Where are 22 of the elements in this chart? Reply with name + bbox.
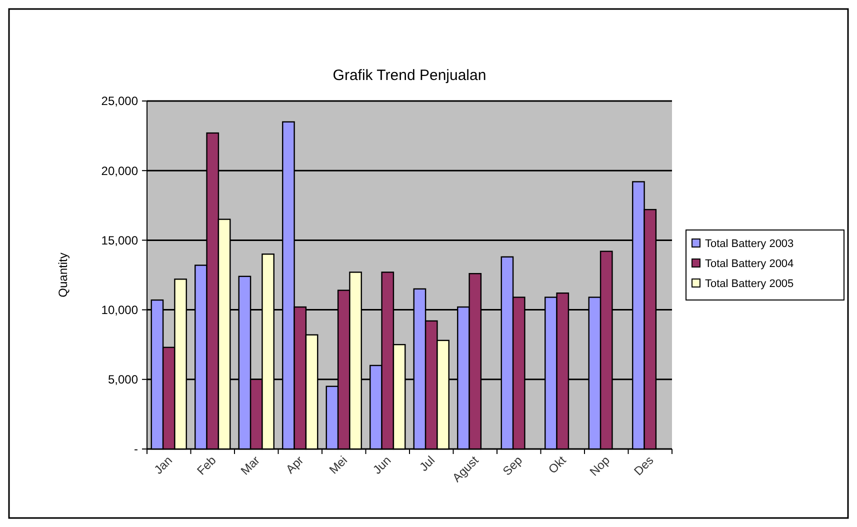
x-tick-label: Feb: [194, 453, 219, 478]
y-tick-label: -: [134, 442, 138, 456]
y-tick-label: 10,000: [101, 303, 138, 317]
x-tick-label: Des: [631, 453, 656, 478]
y-tick-label: 5,000: [108, 372, 138, 387]
x-tick-label: Nop: [587, 452, 613, 479]
y-tick-label: 20,000: [101, 164, 138, 178]
y-tick-label: 25,000: [101, 94, 138, 108]
legend-label: Total Battery 2005: [705, 278, 794, 290]
y-axis-title: Quantity: [56, 252, 70, 298]
x-tick-label: Jun: [370, 453, 394, 477]
x-tick-label: Mar: [238, 453, 262, 478]
x-tick-label: Sep: [500, 452, 526, 478]
legend-label: Total Battery 2003: [705, 238, 794, 250]
x-tick-label: Okt: [546, 452, 570, 476]
x-tick-label: Jul: [416, 453, 438, 474]
x-tick-label: Apr: [283, 453, 306, 476]
legend-label: Total Battery 2004: [705, 258, 794, 270]
x-tick-label: Jan: [151, 453, 175, 477]
x-tick-label: Mei: [326, 453, 350, 477]
chart-title: Grafik Trend Penjualan: [332, 67, 486, 84]
y-tick-label: 15,000: [101, 233, 138, 248]
